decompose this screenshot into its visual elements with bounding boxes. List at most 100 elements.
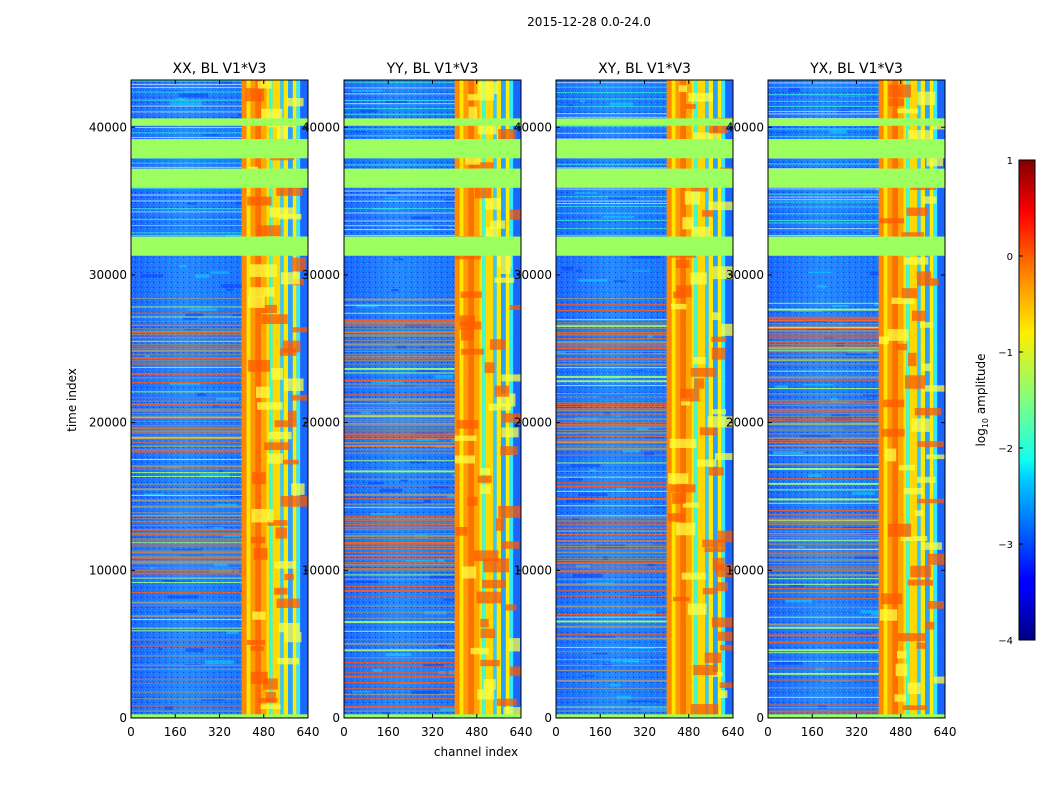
channel-block: [932, 122, 945, 130]
time-stripe: [344, 442, 521, 445]
time-stripe: [768, 360, 945, 362]
time-stripe: [131, 400, 308, 402]
channel-column: [468, 80, 474, 718]
heatmap-patch: [200, 473, 230, 478]
heatmap-patch: [632, 270, 651, 272]
time-stripe: [556, 425, 733, 427]
y-tick-label: 20000: [89, 416, 127, 430]
channel-block: [488, 403, 512, 411]
time-stripe: [131, 505, 308, 508]
time-stripe: [131, 691, 308, 693]
time-stripe: [344, 322, 521, 324]
colorbar-tick-label: −4: [998, 636, 1013, 647]
heatmap-patch: [158, 647, 163, 651]
channel-block: [267, 453, 283, 464]
channel-block: [878, 336, 889, 345]
time-stripe: [344, 697, 521, 699]
channel-block: [712, 672, 723, 677]
time-stripe: [768, 136, 945, 138]
heatmap-patch: [807, 474, 822, 478]
heatmap-patch: [164, 706, 173, 710]
time-stripe: [768, 478, 945, 480]
time-stripe: [344, 687, 521, 689]
time-stripe: [344, 526, 521, 528]
heatmap-patch: [862, 230, 871, 233]
channel-block: [707, 416, 733, 428]
time-stripe: [344, 200, 521, 202]
heatmap-patch: [802, 383, 834, 386]
channel-block: [257, 402, 283, 410]
channel-block: [708, 201, 733, 211]
time-stripe: [131, 410, 308, 412]
time-stripe: [556, 442, 733, 444]
time-stripe: [768, 376, 945, 379]
time-stripe: [556, 706, 733, 708]
channel-block: [671, 303, 687, 310]
time-stripe: [556, 351, 733, 353]
channel-column: [454, 80, 460, 718]
channel-block: [503, 706, 521, 718]
flagged-time-band: [344, 118, 521, 126]
channel-block: [917, 441, 944, 447]
time-stripe: [131, 561, 308, 564]
time-stripe: [344, 445, 521, 447]
heatmap-patch: [167, 595, 199, 599]
time-stripe: [556, 327, 733, 329]
channel-block: [269, 207, 294, 218]
time-stripe: [556, 555, 733, 557]
channel-block: [721, 323, 733, 336]
channel-block: [494, 385, 510, 397]
y-tick-label: 40000: [89, 120, 127, 134]
time-stripe: [768, 436, 945, 438]
time-stripe: [131, 436, 308, 438]
channel-column: [920, 80, 926, 718]
time-stripe: [344, 506, 521, 508]
time-stripe: [556, 633, 733, 635]
time-stripe: [344, 398, 521, 401]
heatmap-patch: [182, 317, 198, 320]
channel-column: [246, 80, 251, 718]
channel-block: [919, 322, 934, 328]
channel-column: [241, 80, 247, 718]
x-tick-label: 480: [252, 725, 275, 739]
time-stripe: [344, 415, 521, 418]
time-stripe: [131, 83, 308, 85]
time-stripe: [344, 427, 521, 429]
heatmap-patch: [223, 534, 240, 538]
channel-block: [476, 591, 502, 604]
time-stripe: [344, 578, 521, 580]
time-stripe: [344, 403, 521, 405]
time-stripe: [556, 360, 733, 362]
channel-block: [253, 548, 268, 560]
time-stripe: [768, 519, 945, 521]
time-stripe: [344, 357, 521, 359]
heatmap-patch: [140, 274, 164, 278]
heatmap-patch: [178, 93, 208, 98]
time-stripe: [344, 319, 521, 322]
heatmap-patch: [432, 225, 448, 228]
channel-block: [682, 502, 699, 508]
channel-block: [688, 92, 713, 102]
time-stripe: [131, 306, 308, 308]
channel-block: [496, 698, 517, 706]
time-stripe: [556, 687, 733, 689]
channel-block: [904, 487, 924, 495]
heatmap-patch: [179, 554, 204, 556]
heatmap-patch: [574, 192, 598, 194]
time-stripe: [768, 502, 945, 504]
channel-block: [916, 271, 932, 279]
time-stripe: [768, 323, 945, 325]
time-stripe: [344, 547, 521, 549]
time-stripe: [768, 649, 945, 652]
channel-block: [907, 682, 921, 695]
time-stripe: [131, 162, 308, 164]
time-stripe: [344, 348, 521, 350]
time-stripe: [556, 426, 733, 428]
channel-block: [676, 285, 692, 298]
time-stripe: [768, 704, 945, 706]
channel-column: [903, 80, 907, 718]
time-stripe: [344, 235, 521, 237]
time-stripe: [768, 591, 945, 593]
channel-block: [914, 407, 942, 416]
channel-block: [501, 541, 520, 549]
